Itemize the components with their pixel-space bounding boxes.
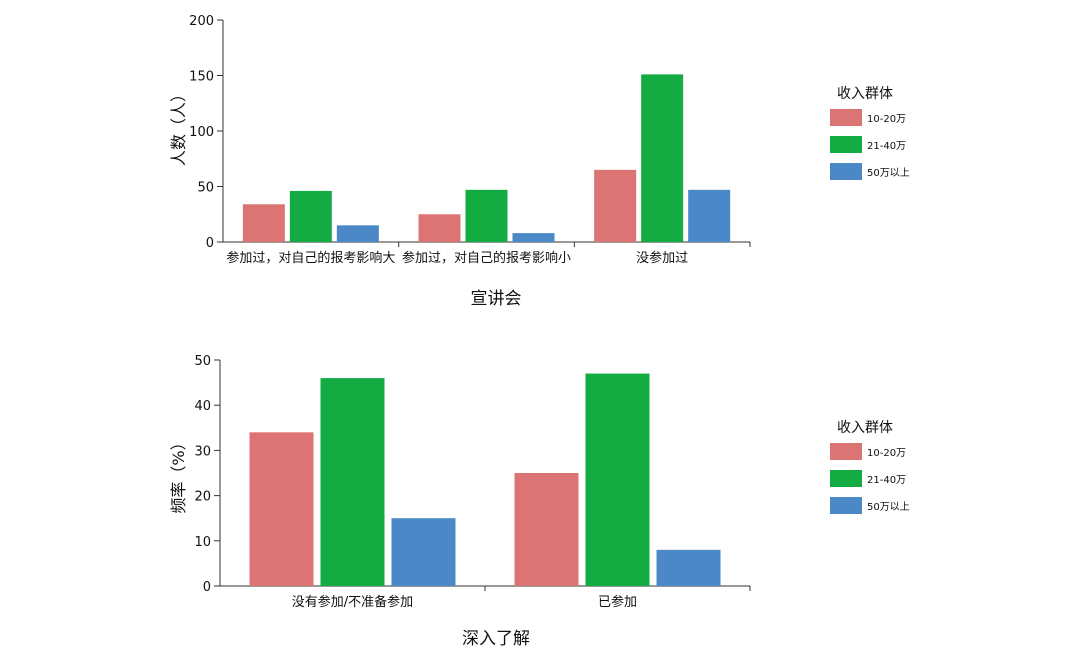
chart-1-legend-swatch — [830, 136, 862, 153]
chart-2-xlabel: 深入了解 — [462, 629, 530, 649]
chart-2-bar-2-2 — [585, 373, 650, 586]
chart-2-legend-swatch — [830, 470, 862, 487]
chart-1-legend-label: 50万以上 — [867, 167, 910, 179]
chart-1-category-label: 参加过，对自己的报考影响小 — [402, 250, 571, 266]
chart-1-bar-2-2 — [465, 189, 508, 242]
chart-1-bar-2-3 — [641, 74, 684, 242]
chart-1-bar-1-3 — [594, 169, 637, 242]
chart-1-y-tick-label: 0 — [206, 236, 214, 251]
chart-1-legend-label: 21-40万 — [867, 141, 906, 152]
chart-2-bar-3-2 — [656, 549, 721, 586]
chart-2-ylabel: 频率（%） — [169, 434, 188, 513]
chart-2-plot: 0 10 20 30 40 50 没有参加/不准备参加 已参加 — [194, 354, 751, 610]
chart-2-y-tick-label: 30 — [194, 444, 211, 459]
chart-1-category-label: 参加过，对自己的报考影响大 — [226, 250, 395, 266]
chart-1-legend-title: 收入群体 — [837, 86, 893, 102]
chart-1-y-tick-label: 200 — [189, 14, 214, 29]
chart-2-category-label: 已参加 — [598, 594, 637, 610]
chart-2-category-label: 没有参加/不准备参加 — [292, 594, 413, 610]
chart-1-plot: 0 50 100 150 200 参加过，对自己的报考影响大 参加过，对自己的报考影响小 没参… — [189, 14, 751, 266]
chart-2-bar-1-2 — [514, 473, 579, 586]
chart-1-y-tick-label: 100 — [189, 125, 214, 140]
chart-2-legend-label: 21-40万 — [867, 475, 906, 486]
chart-2-bar-3-1 — [391, 518, 456, 586]
chart-2-y-tick-label: 10 — [194, 535, 211, 550]
chart-2-legend: 收入群体 10-20万 21-40万 50万以上 — [830, 420, 910, 514]
chart-1-category-label: 没参加过 — [636, 250, 688, 266]
chart-2-legend-label: 50万以上 — [867, 501, 910, 513]
chart-1-y-tick-label: 150 — [189, 70, 214, 85]
chart-2-legend-swatch — [830, 497, 862, 514]
chart-2-legend-label: 10-20万 — [867, 448, 906, 459]
chart-2-legend-swatch — [830, 443, 862, 460]
chart-2: 0 10 20 30 40 50 没有参加/不准备参加 已参加 频率（%） 深入了解 收入群体… — [169, 354, 910, 649]
chart-1-bar-3-3 — [688, 189, 731, 242]
chart-2-legend-title: 收入群体 — [837, 420, 893, 436]
chart-1-bar-1-1 — [242, 204, 285, 242]
chart-2-bar-2-1 — [320, 378, 385, 586]
chart-2-y-tick-label: 50 — [194, 354, 211, 369]
chart-1-bar-1-2 — [418, 214, 461, 242]
chart-1-y-tick-label: 50 — [197, 181, 214, 196]
chart-1-bar-3-1 — [336, 225, 379, 242]
chart-1-legend-swatch — [830, 109, 862, 126]
chart-2-y-tick-label: 20 — [194, 490, 211, 505]
chart-1: 0 50 100 150 200 参加过，对自己的报考影响大 参加过，对自己的报考影响小 没参… — [169, 14, 910, 309]
chart-1-legend-swatch — [830, 163, 862, 180]
chart-2-y-tick-label: 0 — [203, 580, 211, 595]
chart-1-xlabel: 宣讲会 — [471, 289, 522, 309]
chart-1-legend-label: 10-20万 — [867, 114, 906, 125]
chart-1-bar-2-1 — [289, 190, 332, 242]
chart-1-ylabel: 人数（人） — [169, 86, 188, 166]
chart-2-bar-1-1 — [249, 432, 314, 586]
chart-1-bar-3-2 — [512, 233, 555, 242]
chart-2-y-tick-label: 40 — [194, 399, 211, 414]
chart-1-legend: 收入群体 10-20万 21-40万 50万以上 — [830, 86, 910, 180]
